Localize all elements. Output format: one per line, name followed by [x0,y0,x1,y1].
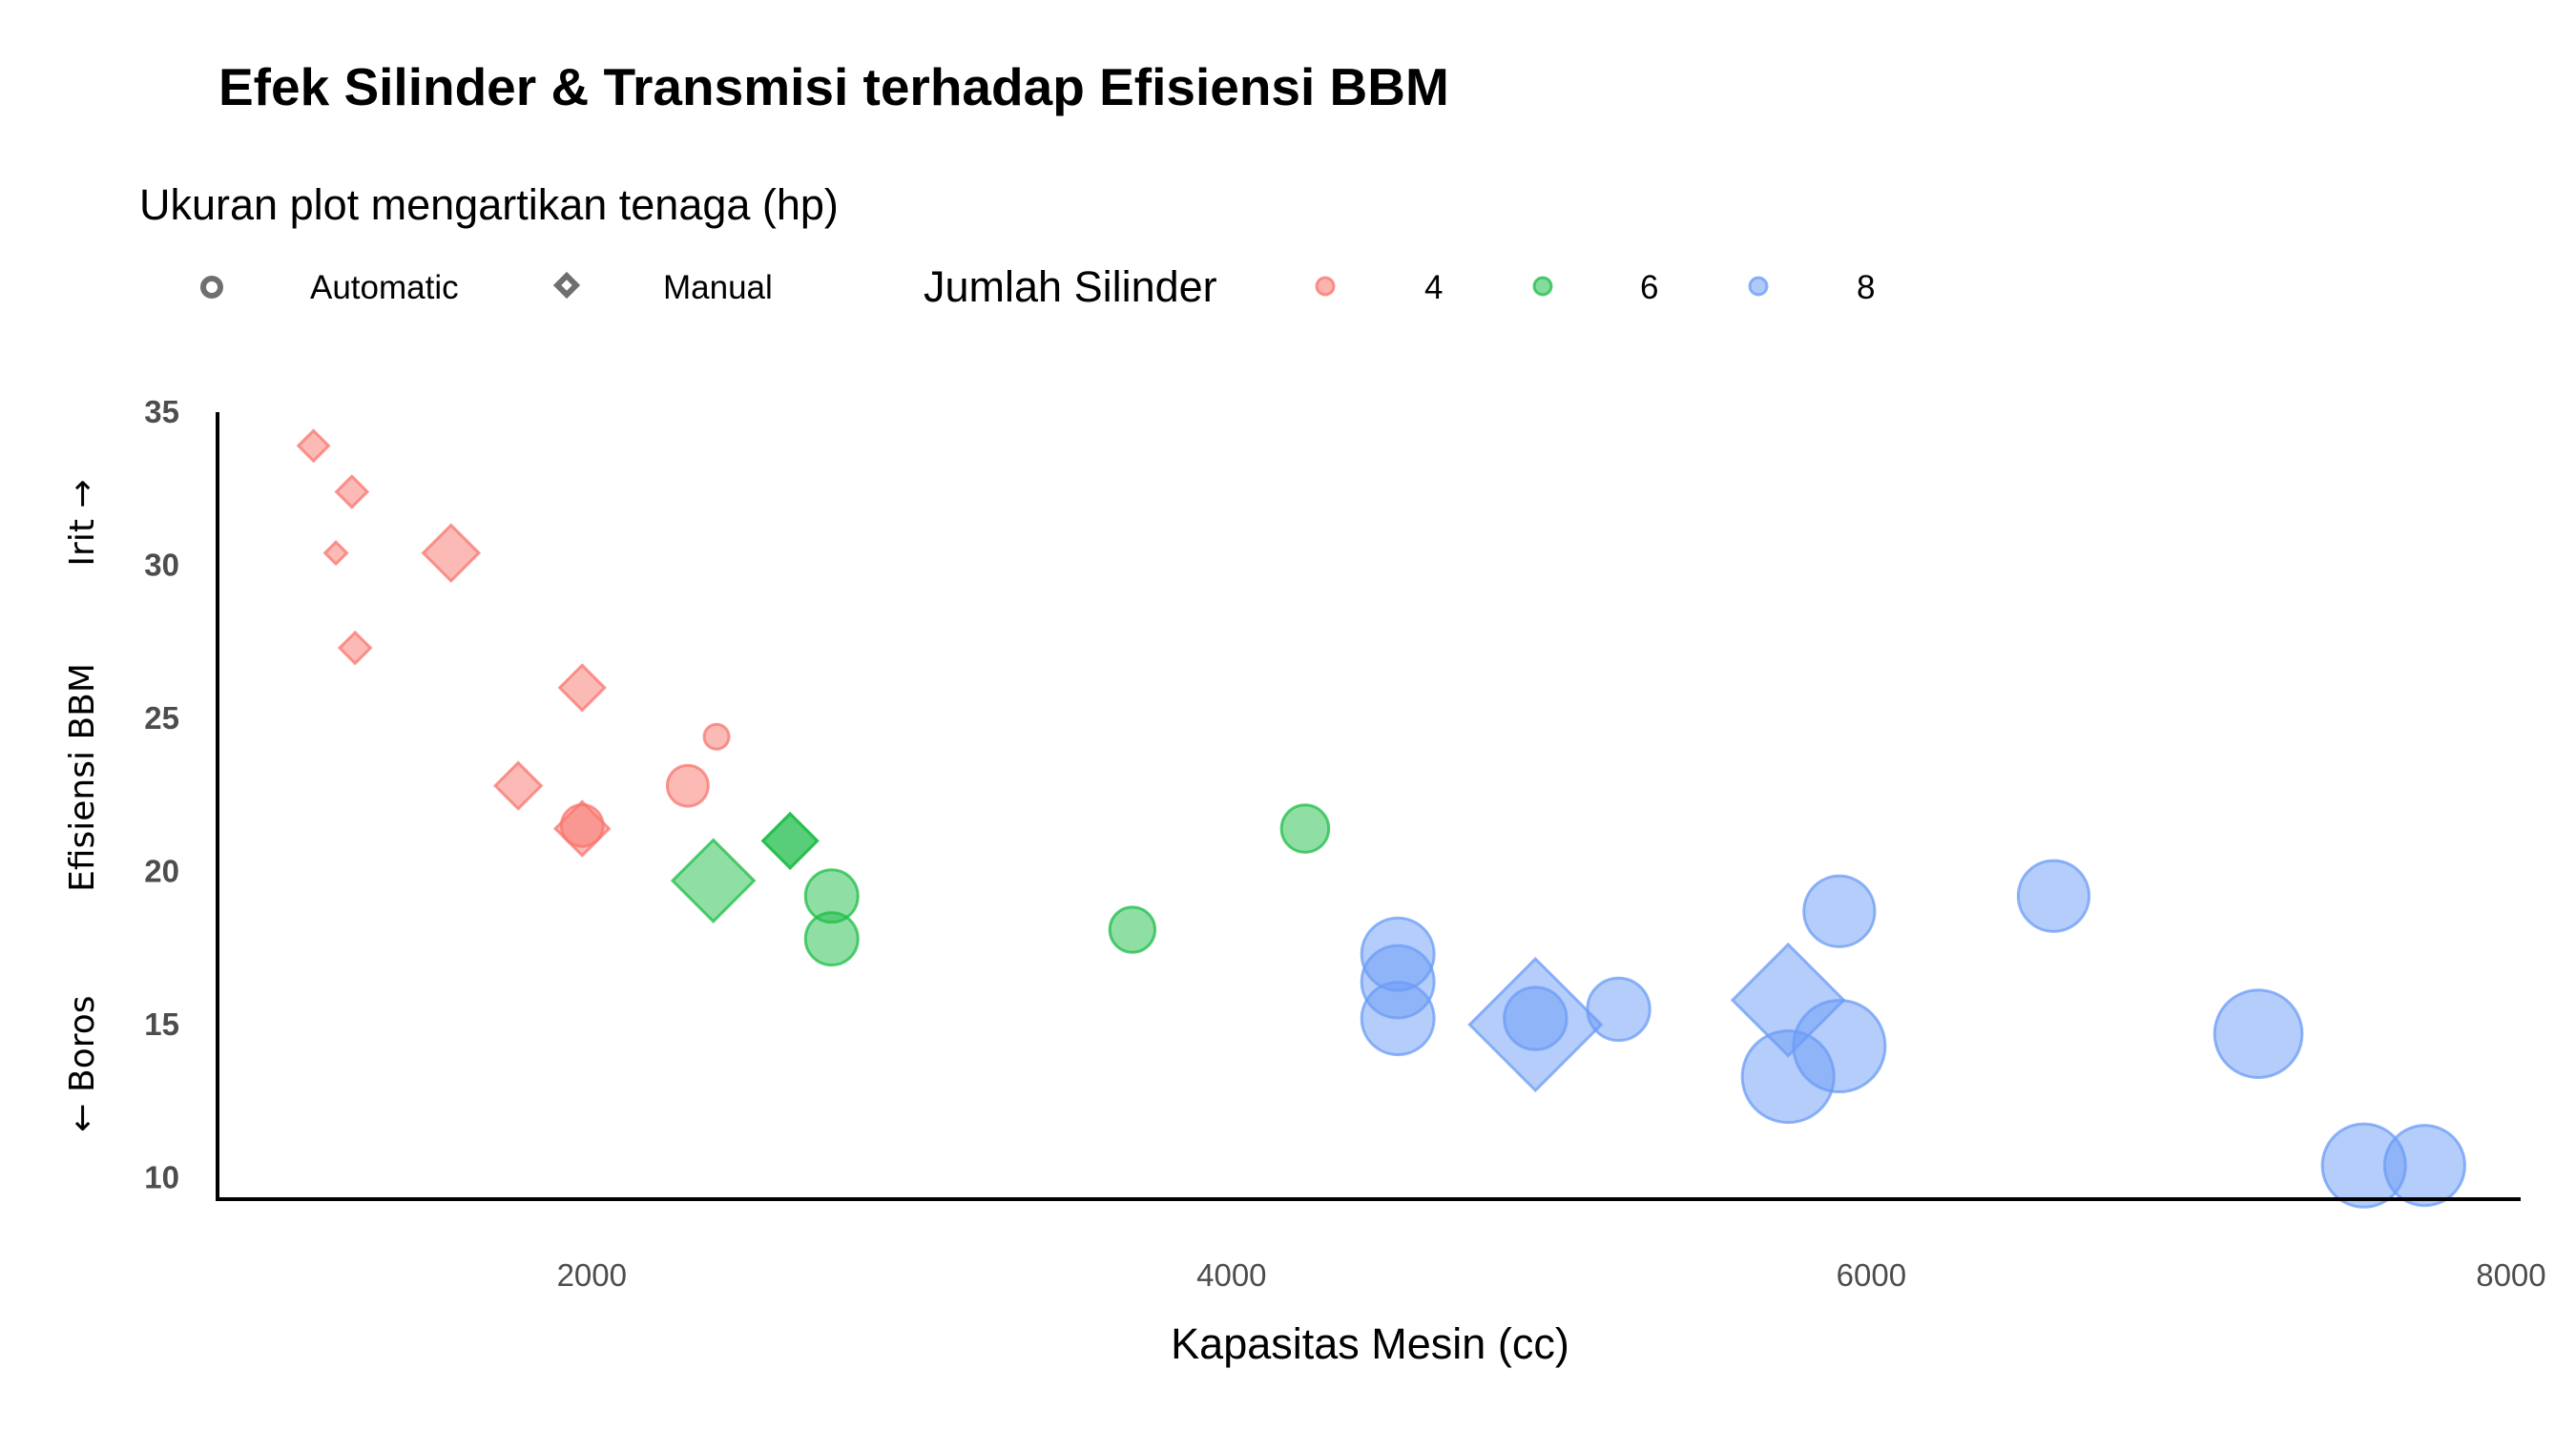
chart-subtitle: Ukuran plot mengartikan tenaga (hp) [139,180,839,229]
data-point-manual [322,540,349,567]
plot-points [296,428,2466,1209]
y-axis-ticks: 10 15 20 25 30 35 [144,394,179,1195]
x-tick-label: 2000 [557,1257,627,1293]
legend-swatch-cyl-8 [1748,276,1769,297]
legend-item-cyl-4: 4 [1315,269,1443,306]
data-point-automatic [702,722,731,751]
legend-diamond-icon [552,271,581,300]
legend-circle-icon [200,276,223,299]
data-point-manual [296,428,331,464]
data-point-automatic [1802,874,1877,948]
y-axis-label-middle: Efisiensi BBM [63,663,102,892]
y-axis-label: Irit → Efisiensi BBM ← Boros [63,479,102,1131]
x-tick-label: 6000 [1837,1257,1906,1293]
data-point-automatic [1360,981,1436,1057]
x-axis-label: Kapasitas Mesin (cc) [1171,1319,1569,1368]
legend-title-cylinders: Jumlah Silinder [924,262,1217,311]
legend-label-cyl-8: 8 [1857,269,1875,306]
data-point-manual [552,799,612,858]
legend-label-automatic: Automatic [310,269,459,306]
data-point-manual [421,523,482,584]
legend-item-automatic: Automatic [200,269,459,306]
legend-item-manual: Manual [552,269,773,306]
legend-label-manual: Manual [663,269,773,306]
x-tick-label: 8000 [2476,1257,2545,1293]
chart-title: Efek Silinder & Transmisi terhadap Efisi… [218,57,1449,116]
data-point-manual [337,630,373,666]
y-axis-label-bottom: ← Boros [63,995,102,1131]
data-point-manual [760,811,820,871]
data-point-automatic [2382,1124,2466,1208]
y-tick-label: 35 [144,394,179,429]
y-tick-label: 15 [144,1006,179,1042]
data-point-manual [492,760,544,811]
legend-item-cyl-8: 8 [1748,269,1875,306]
data-point-manual [557,663,607,713]
y-tick-label: 20 [144,854,179,889]
y-tick-label: 10 [144,1160,179,1195]
legend: Automatic Manual Jumlah Silinder 4 6 8 [200,262,1875,311]
data-point-automatic [2016,859,2091,933]
data-point-automatic [1503,985,1568,1051]
y-axis-label-top: Irit → [63,479,102,566]
legend-swatch-cyl-6 [1532,276,1553,297]
data-point-automatic [1586,976,1652,1043]
legend-label-cyl-4: 4 [1424,269,1443,306]
data-point-automatic [803,911,860,967]
data-point-manual [670,838,757,923]
data-point-automatic [1108,905,1157,954]
y-tick-label: 30 [144,548,179,583]
data-point-automatic [1792,998,1887,1094]
data-point-automatic [2212,988,2304,1080]
x-axis-ticks: 2000 4000 6000 8000 [557,1257,2546,1293]
legend-label-cyl-6: 6 [1640,269,1658,306]
legend-swatch-cyl-4 [1315,276,1336,297]
data-point-automatic [1279,803,1331,854]
data-point-manual [334,474,370,509]
y-tick-label: 25 [144,700,179,736]
x-tick-label: 4000 [1196,1257,1266,1293]
legend-item-cyl-6: 6 [1532,269,1658,306]
data-point-automatic [665,763,710,808]
